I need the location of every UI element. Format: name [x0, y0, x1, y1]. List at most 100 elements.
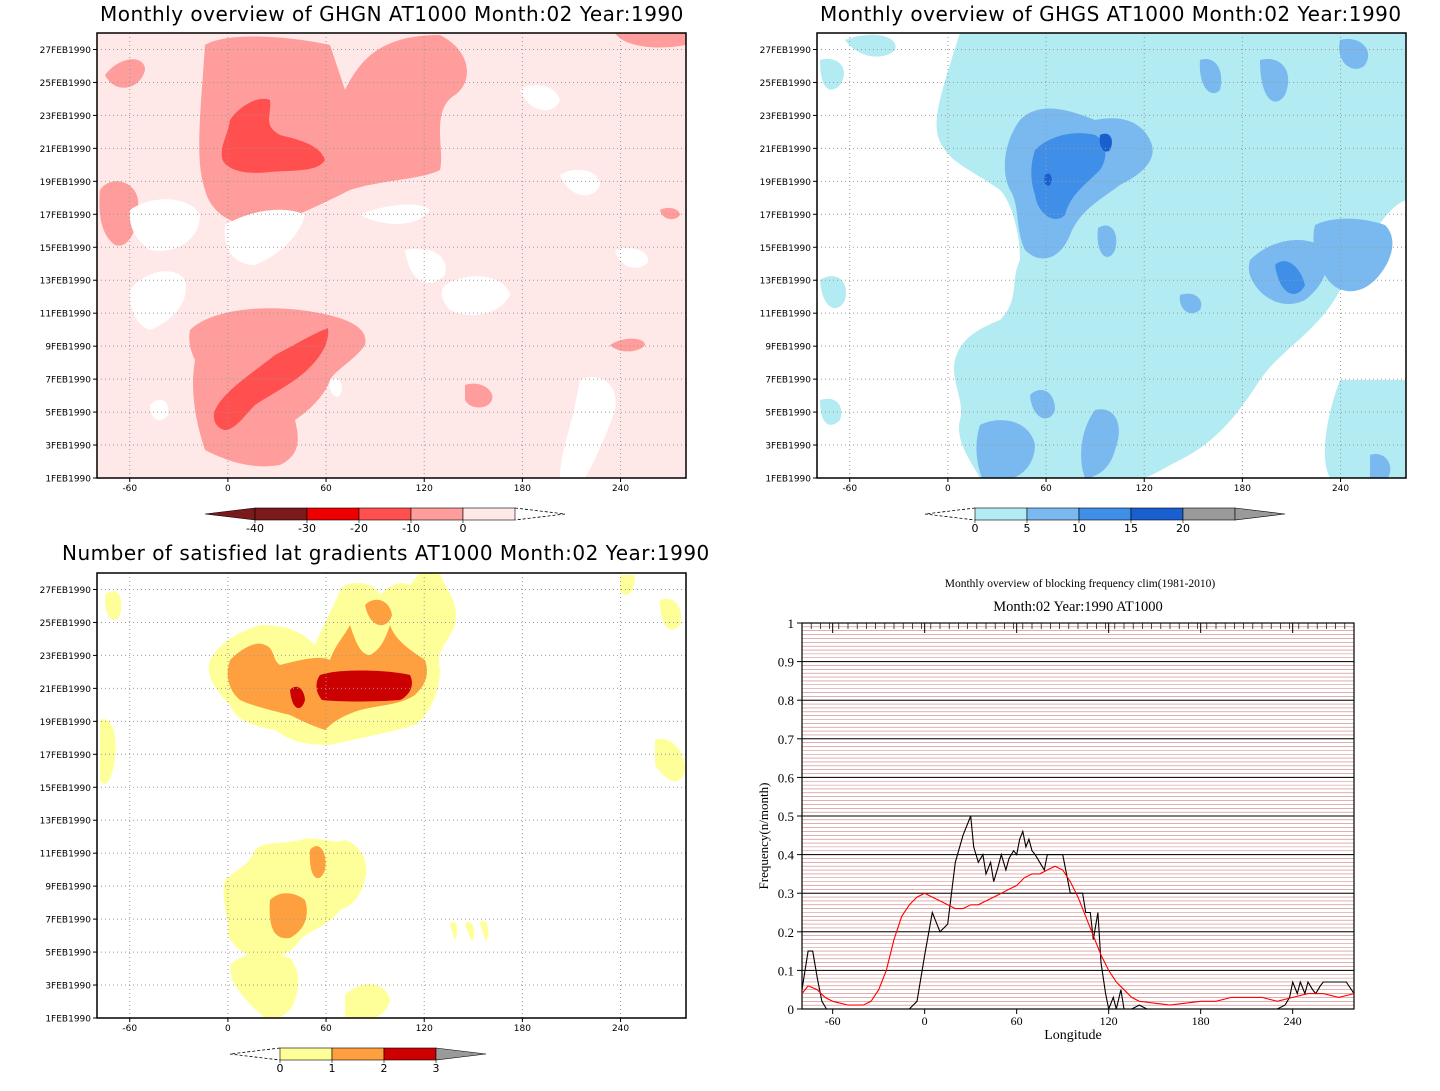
- ghgn-ytick-label: 21FEB1990: [40, 145, 92, 155]
- ghgn-colorbar-label: -10: [402, 522, 420, 535]
- ghgn-colorbar-label: 0: [460, 522, 467, 535]
- freq-ytick-label: 0.1: [778, 963, 794, 978]
- ghgn-colorbar-swatch: [410, 507, 464, 521]
- ghgn-ytick-label: 5FEB1990: [45, 409, 91, 419]
- freq-panel: Monthly overview of blocking frequency c…: [756, 578, 1355, 1043]
- ghgn-xtick-label: -60: [122, 484, 137, 494]
- lat-contour-region: [365, 599, 392, 626]
- lat-colorbar-swatch: [383, 1047, 437, 1061]
- freq-series-red-line: [801, 865, 1355, 1006]
- lat-ytick-label: 27FEB1990: [40, 586, 92, 596]
- freq-ytick-label: 0: [788, 1002, 795, 1017]
- lat-panel: 27FEB199025FEB199023FEB199021FEB199019FE…: [40, 572, 687, 1075]
- freq-xtick-label: 0: [922, 1014, 928, 1028]
- ghgn-colorbar-label: -20: [350, 522, 368, 535]
- ghgn-xtick-label: 240: [612, 484, 629, 494]
- ghgs-ytick-label: 15FEB1990: [760, 244, 812, 254]
- lat-colorbar-label: 3: [433, 1062, 440, 1075]
- freq-xtick-label: 60: [1011, 1014, 1023, 1028]
- ghgn-ytick-label: 27FEB1990: [40, 46, 92, 56]
- ghgn-ytick-label: 19FEB1990: [40, 178, 92, 188]
- lat-xtick-label: 60: [320, 1024, 332, 1034]
- ghgn-ytick-label: 1FEB1990: [45, 475, 91, 485]
- freq-plot-frame: [801, 622, 1355, 1010]
- lat-colorbar-swatch: [279, 1047, 333, 1061]
- lat-ytick-label: 7FEB1990: [45, 916, 91, 926]
- ghgn-colorbar-label: -30: [298, 522, 316, 535]
- lat-contour-region: [100, 719, 116, 784]
- freq-xtick-label: 120: [1100, 1014, 1118, 1028]
- lat-colorbar-swatch: [331, 1047, 385, 1061]
- ghgn-contour-region: [329, 378, 342, 397]
- lat-ytick-label: 19FEB1990: [40, 718, 92, 728]
- ghgs-colorbar-label: 20: [1176, 522, 1190, 535]
- lat-ytick-label: 25FEB1990: [40, 619, 92, 629]
- freq-xtick-label: 240: [1284, 1014, 1302, 1028]
- freq-xlabel: Longitude: [1044, 1028, 1102, 1043]
- lat-ytick-label: 23FEB1990: [40, 652, 92, 662]
- lat-plot-frame: [96, 572, 687, 1019]
- ghgn-ytick-label: 9FEB1990: [45, 343, 91, 353]
- ghgs-xtick-label: 240: [1332, 484, 1349, 494]
- ghgs-colorbar-label: 15: [1124, 522, 1138, 535]
- ghgs-contour-region: [1030, 390, 1055, 419]
- ghgn-contour-region: [520, 84, 560, 111]
- ghgn-contour-region: [155, 83, 185, 107]
- ghgs-contour-region: [1199, 59, 1222, 94]
- freq-series-black-line: [801, 815, 1355, 1011]
- ghgs-colorbar-label: 5: [1024, 522, 1031, 535]
- ghgs-contour-region: [1313, 218, 1393, 292]
- lat-xtick-label: -60: [122, 1024, 137, 1034]
- ghgs-ytick-label: 11FEB1990: [760, 310, 812, 320]
- ghgs-ytick-label: 23FEB1990: [760, 112, 812, 122]
- freq-ytick-label: 0.4: [778, 848, 795, 863]
- freq-ytick-label: 0.6: [778, 770, 795, 785]
- ghgn-contour-region: [199, 35, 467, 226]
- lat-contour-region: [480, 920, 489, 942]
- ghgn-colorbar-label: -40: [246, 522, 264, 535]
- lat-contour-region: [230, 953, 299, 1018]
- lat-ytick-label: 17FEB1990: [40, 751, 92, 761]
- ghgs-ytick-label: 25FEB1990: [760, 79, 812, 89]
- lat-contour-region: [660, 598, 682, 630]
- ghgs-title: Monthly overview of GHGS AT1000 Month:02…: [820, 2, 1402, 26]
- ghgn-ytick-label: 25FEB1990: [40, 79, 92, 89]
- ghgs-xtick-label: -60: [842, 484, 857, 494]
- ghgn-xtick-label: 60: [320, 484, 332, 494]
- ghgs-xtick-label: 180: [1234, 484, 1251, 494]
- freq-ytick-label: 0.9: [778, 655, 794, 670]
- ghgs-panel: 27FEB1990 25FEB1990 23FEB1990 21FEB1990 19FE…: [760, 32, 1407, 535]
- freq-ytick-label: 0.5: [778, 809, 794, 824]
- ghgn-contour-region: [610, 338, 645, 352]
- ghgn-contour-region: [615, 33, 686, 48]
- lat-colorbar-label: 1: [329, 1062, 336, 1075]
- ghgn-colorbar-swatch: [462, 507, 516, 521]
- lat-contour-region: [465, 921, 475, 942]
- freq-ytick-label: 0.3: [778, 886, 794, 901]
- freq-subtitle: Month:02 Year:1990 AT1000: [993, 599, 1163, 615]
- ghgs-contour-region: [1275, 261, 1305, 294]
- ghgn-ytick-label: 23FEB1990: [40, 112, 92, 122]
- ghgs-ytick-label: 13FEB1990: [760, 277, 812, 287]
- lat-contour-region: [290, 686, 305, 709]
- freq-ylabel: Frequency(n/month): [756, 783, 771, 890]
- ghgn-contour-region: [560, 169, 600, 196]
- ghgs-colorbar-right-arrow: [1234, 507, 1286, 521]
- lat-colorbar-left-arrow: [229, 1047, 281, 1061]
- ghgs-ytick-label: 1FEB1990: [765, 475, 811, 485]
- ghgn-contour-region: [99, 181, 139, 246]
- ghgs-ytick-label: 3FEB1990: [765, 442, 811, 452]
- lat-contour-region: [655, 738, 685, 782]
- ghgn-xtick-label: 180: [514, 484, 531, 494]
- ghgn-contour-region: [105, 59, 145, 88]
- ghgs-contour-region: [820, 276, 846, 309]
- lat-colorbar-right-arrow: [435, 1047, 487, 1061]
- ghgs-colorbar-swatch: [1182, 507, 1236, 521]
- ghgn-plot-frame: [96, 32, 687, 479]
- freq-xtick-label: -60: [825, 1014, 841, 1028]
- ghgs-xtick-label: 120: [1136, 484, 1153, 494]
- ghgn-ytick-label: 15FEB1990: [40, 244, 92, 254]
- freq-ytick-label: 0.2: [778, 925, 794, 940]
- ghgn-contour-region: [465, 383, 493, 408]
- lat-contour-region: [620, 575, 635, 595]
